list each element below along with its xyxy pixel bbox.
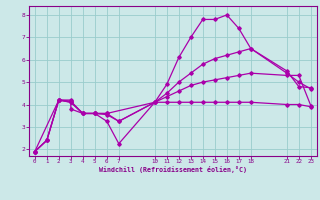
X-axis label: Windchill (Refroidissement éolien,°C): Windchill (Refroidissement éolien,°C) [99, 166, 247, 173]
